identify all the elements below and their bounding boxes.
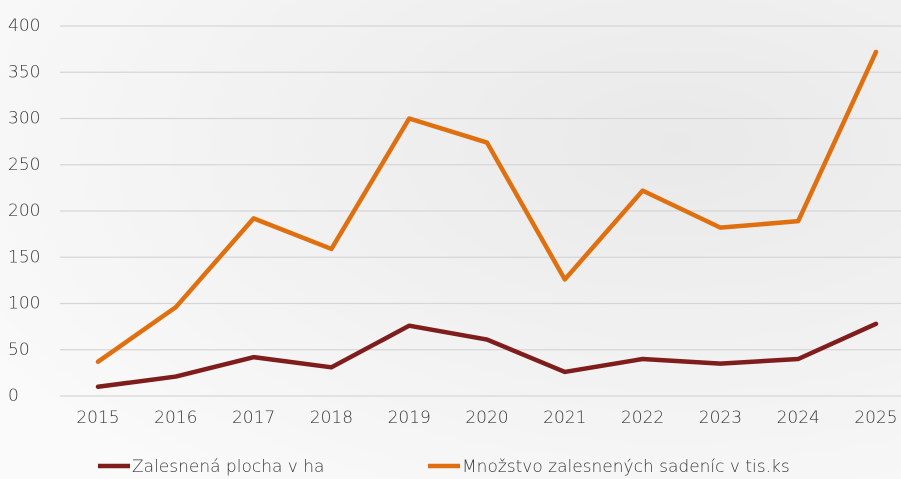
x-tick-label: 2020 (465, 408, 508, 428)
x-tick-label: 2025 (854, 408, 897, 428)
y-tick-label: 300 (8, 109, 40, 129)
y-tick-label: 150 (8, 247, 40, 267)
x-tick-label: 2021 (543, 408, 586, 428)
y-tick-label: 50 (8, 340, 30, 360)
x-tick-label: 2022 (621, 408, 664, 428)
x-tick-label: 2023 (699, 408, 742, 428)
y-tick-label: 400 (8, 16, 40, 36)
y-tick-label: 250 (8, 155, 40, 175)
x-tick-label: 2017 (232, 408, 275, 428)
y-tick-label: 0 (8, 386, 19, 406)
legend-label: Množstvo zalesnených sadeníc v tis.ks (462, 457, 790, 477)
x-tick-label: 2019 (388, 408, 431, 428)
y-tick-label: 200 (8, 201, 40, 221)
x-tick-label: 2024 (777, 408, 820, 428)
y-tick-label: 100 (8, 294, 40, 314)
y-tick-label: 350 (8, 62, 40, 82)
x-tick-label: 2015 (76, 408, 119, 428)
x-tick-label: 2016 (154, 408, 197, 428)
x-tick-label: 2018 (310, 408, 353, 428)
series-line (95, 321, 879, 389)
series-line (95, 49, 879, 365)
legend-label: Zalesnená plocha v ha (132, 457, 324, 477)
